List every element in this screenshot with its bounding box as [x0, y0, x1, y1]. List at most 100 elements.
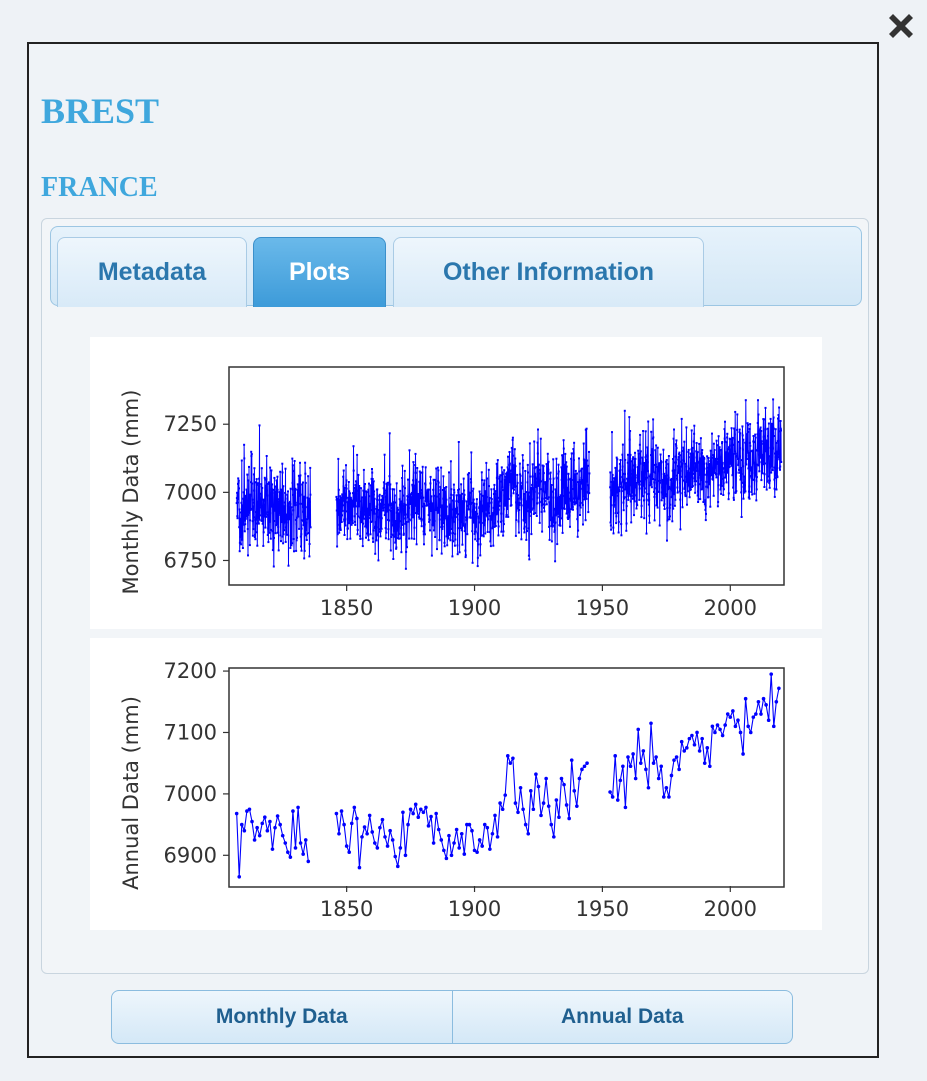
monthly-point: [567, 478, 570, 481]
monthly-point: [419, 492, 422, 495]
monthly-point: [306, 518, 308, 521]
monthly-point: [776, 476, 779, 479]
monthly-point: [498, 477, 501, 480]
monthly-point: [235, 497, 238, 500]
monthly-point: [436, 507, 439, 510]
monthly-point: [440, 514, 443, 517]
monthly-point: [452, 532, 454, 534]
annual-data-button[interactable]: Annual Data: [451, 991, 793, 1043]
monthly-point: [687, 448, 690, 451]
monthly-point: [729, 462, 732, 465]
monthly-point: [448, 503, 451, 506]
monthly-point: [393, 516, 395, 519]
monthly-point: [657, 467, 660, 469]
monthly-point: [294, 518, 297, 521]
monthly-point: [716, 457, 719, 460]
monthly-point: [355, 490, 358, 493]
monthly-point: [400, 551, 403, 554]
monthly-point: [357, 473, 360, 476]
monthly-point: [712, 494, 715, 497]
monthly-point: [454, 538, 457, 541]
monthly-point: [654, 478, 657, 481]
monthly-point: [462, 497, 465, 500]
monthly-point: [566, 486, 569, 489]
monthly-point: [637, 481, 639, 484]
monthly-point: [500, 480, 503, 483]
monthly-point: [414, 471, 417, 474]
monthly-point: [456, 506, 459, 509]
monthly-point: [359, 510, 362, 513]
close-button[interactable]: [883, 10, 919, 46]
monthly-point: [501, 486, 504, 489]
monthly-point: [620, 485, 623, 487]
monthly-point: [386, 481, 389, 484]
monthly-point: [338, 506, 341, 509]
monthly-point: [440, 526, 443, 529]
monthly-point: [356, 453, 359, 456]
monthly-point: [697, 476, 700, 479]
monthly-point: [743, 491, 746, 494]
monthly-point: [424, 482, 427, 485]
monthly-point: [279, 534, 282, 537]
monthly-point: [715, 473, 718, 475]
tab-other-information[interactable]: Other Information: [393, 237, 704, 307]
monthly-point: [345, 479, 348, 482]
monthly-point: [643, 517, 646, 520]
monthly-point: [259, 506, 262, 509]
monthly-point: [553, 530, 556, 533]
monthly-point: [243, 530, 246, 533]
monthly-point: [571, 506, 574, 508]
monthly-point: [528, 558, 531, 561]
monthly-point: [769, 446, 772, 449]
monthly-point: [585, 497, 588, 500]
monthly-point: [283, 508, 286, 511]
monthly-point: [730, 464, 733, 467]
monthly-point: [711, 476, 714, 478]
monthly-point: [384, 489, 387, 492]
monthly-point: [448, 533, 451, 536]
monthly-point: [506, 471, 509, 474]
monthly-point: [705, 485, 708, 488]
monthly-point: [742, 497, 745, 500]
monthly-point: [678, 490, 681, 493]
monthly-point: [560, 507, 563, 510]
monthly-point: [690, 462, 693, 465]
monthly-point: [514, 534, 517, 537]
monthly-point: [625, 529, 628, 532]
monthly-point: [556, 543, 559, 546]
monthly-point: [412, 479, 415, 482]
monthly-point: [432, 516, 435, 519]
monthly-point: [684, 491, 687, 494]
monthly-point: [574, 473, 577, 476]
monthly-point: [574, 488, 577, 491]
monthly-point: [636, 479, 639, 482]
monthly-point: [479, 554, 482, 557]
monthly-point: [610, 528, 613, 531]
monthly-point: [382, 481, 385, 484]
monthly-point: [260, 496, 263, 499]
monthly-data-button[interactable]: Monthly Data: [215, 1005, 348, 1028]
monthly-point: [745, 463, 748, 466]
monthly-point: [364, 483, 366, 485]
monthly-point: [347, 496, 350, 499]
monthly-point: [698, 474, 701, 477]
monthly-point: [370, 477, 373, 480]
monthly-point: [353, 496, 356, 499]
monthly-point: [751, 478, 754, 481]
tab-metadata[interactable]: Metadata: [57, 237, 247, 307]
monthly-point: [271, 500, 274, 503]
monthly-point: [462, 522, 464, 525]
monthly-point: [631, 472, 633, 475]
monthly-point: [249, 495, 252, 497]
monthly-point: [254, 533, 256, 536]
annual-y-tick-label: 7000: [164, 782, 217, 806]
monthly-point: [714, 461, 717, 464]
tab-plots[interactable]: Plots: [253, 237, 386, 307]
monthly-point: [712, 454, 715, 457]
monthly-point: [728, 446, 730, 449]
monthly-point: [632, 490, 635, 493]
monthly-point: [481, 509, 484, 512]
monthly-point: [432, 521, 434, 524]
monthly-point: [758, 453, 761, 456]
